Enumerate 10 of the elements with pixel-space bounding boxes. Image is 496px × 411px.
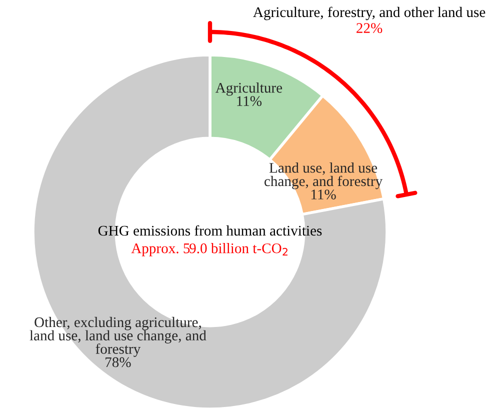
- data-label: 78%: [106, 357, 131, 368]
- slice-label: Other, excluding agriculture, land use, land use change, and forestry: [30, 316, 206, 357]
- slice-label: Agriculture: [215, 82, 282, 96]
- text: GHG emissions from human activities: [98, 225, 322, 236]
- data-label: 11%: [237, 96, 262, 106]
- text: 22%: [356, 23, 382, 34]
- text: Agriculture, forestry, and other land use: [253, 6, 486, 20]
- donut-slice: [32, 54, 388, 410]
- text: Approx. 59.0 billion t-CO$_{2}$: [131, 242, 288, 256]
- data-label: 11%: [311, 190, 336, 200]
